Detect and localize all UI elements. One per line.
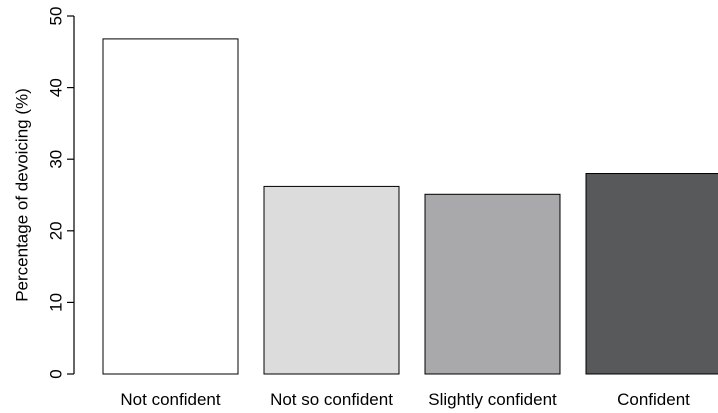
y-tick-label-50: 50 bbox=[47, 7, 66, 26]
category-label-slightly-confident: Slightly confident bbox=[428, 390, 557, 409]
y-axis: 0 10 20 30 40 50 bbox=[47, 7, 75, 379]
bar-slightly-confident bbox=[424, 193, 561, 375]
y-tick-label-20: 20 bbox=[47, 221, 66, 240]
bar-not-confident bbox=[102, 38, 239, 375]
y-axis-title: Percentage of devoicing (%) bbox=[13, 88, 32, 302]
category-label-not-so-confident: Not so confident bbox=[270, 390, 393, 409]
bar-confident bbox=[585, 173, 718, 375]
y-tick-label-0: 0 bbox=[47, 369, 66, 378]
bar-not-so-confident bbox=[263, 185, 400, 375]
category-label-not-confident: Not confident bbox=[120, 390, 220, 409]
y-tick-label-30: 30 bbox=[47, 150, 66, 169]
category-labels: Not confident Not so confident Slightly co… bbox=[120, 390, 690, 409]
bars bbox=[102, 38, 718, 375]
category-label-confident: Confident bbox=[617, 390, 690, 409]
y-tick-label-40: 40 bbox=[47, 78, 66, 97]
y-tick-label-10: 10 bbox=[47, 293, 66, 312]
